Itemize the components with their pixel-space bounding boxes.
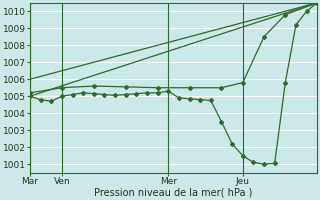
X-axis label: Pression niveau de la mer( hPa ): Pression niveau de la mer( hPa ) bbox=[94, 187, 253, 197]
